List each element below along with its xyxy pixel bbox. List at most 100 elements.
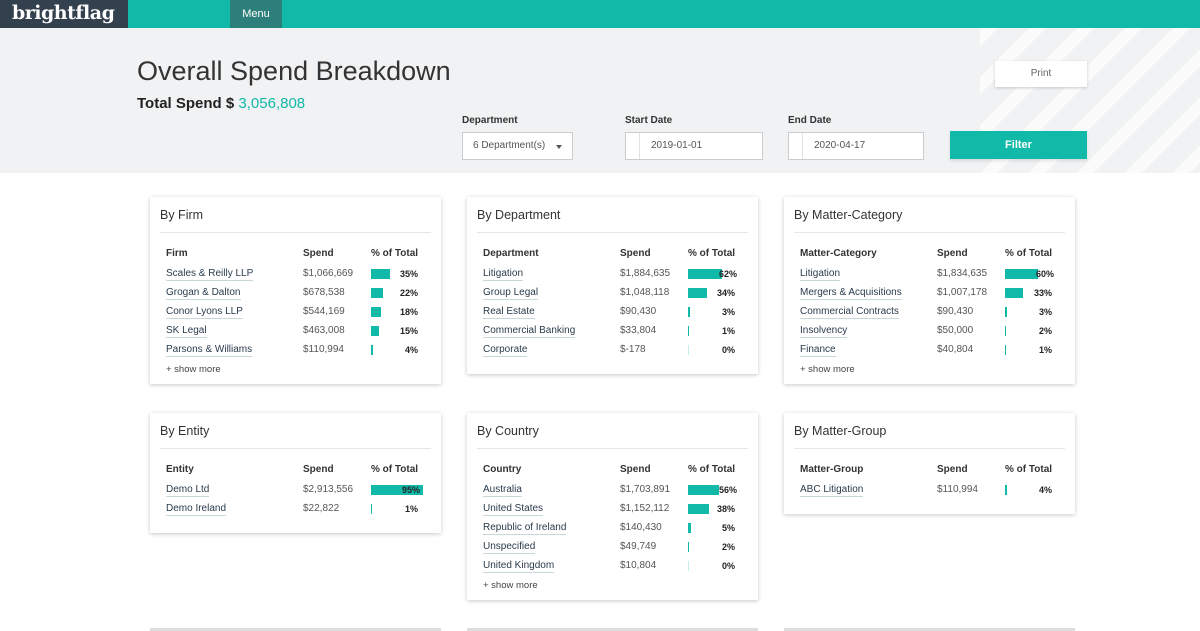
row-percent: 2% bbox=[1038, 326, 1052, 336]
table-header: Firm Spend % of Total bbox=[150, 244, 441, 266]
row-name-link[interactable]: Conor Lyons LLP bbox=[166, 306, 243, 319]
share-bar bbox=[1005, 326, 1006, 336]
column-header-spend: Spend bbox=[620, 248, 651, 259]
row-spend: $1,048,118 bbox=[620, 287, 670, 298]
table-row: Insolvency $50,000 2% bbox=[784, 323, 1075, 342]
row-name-link[interactable]: Unspecified bbox=[483, 541, 536, 554]
department-select[interactable]: 6 Department(s) bbox=[462, 132, 573, 160]
row-name-link[interactable]: Mergers & Acquisitions bbox=[800, 287, 902, 300]
row-name-link[interactable]: Australia bbox=[483, 484, 522, 497]
row-spend: $49,749 bbox=[620, 541, 657, 552]
row-percent: 15% bbox=[399, 326, 418, 336]
share-bar bbox=[371, 307, 381, 317]
table-row: Grogan & Dalton $678,538 22% bbox=[150, 285, 441, 304]
breakdown-card: By Firm Firm Spend % of Total Scales & R… bbox=[150, 197, 441, 384]
row-name-link[interactable]: Corporate bbox=[483, 344, 528, 357]
card-title: By Country bbox=[477, 413, 748, 449]
calendar-icon[interactable] bbox=[626, 133, 640, 159]
card-title: By Entity bbox=[160, 413, 431, 449]
row-name-link[interactable]: Demo Ireland bbox=[166, 503, 227, 516]
row-name-link[interactable]: Commercial Banking bbox=[483, 325, 576, 338]
breakdown-card: By Entity Entity Spend % of Total Demo L… bbox=[150, 413, 441, 533]
table-row: Group Legal $1,048,118 34% bbox=[467, 285, 758, 304]
start-date-input[interactable]: 2019-01-01 bbox=[625, 132, 763, 160]
menu-button[interactable]: Menu bbox=[230, 0, 282, 28]
share-bar bbox=[1005, 288, 1023, 298]
share-bar bbox=[688, 561, 689, 571]
row-percent: 4% bbox=[1038, 485, 1052, 495]
row-spend: $1,066,669 bbox=[303, 268, 354, 279]
row-percent: 2% bbox=[721, 542, 735, 552]
breakdown-card: By Department Department Spend % of Tota… bbox=[467, 197, 758, 374]
row-spend: $110,994 bbox=[937, 484, 978, 495]
filter-button[interactable]: Filter bbox=[950, 131, 1087, 159]
table-row: Unspecified $49,749 2% bbox=[467, 539, 758, 558]
print-button[interactable]: Print bbox=[995, 61, 1087, 87]
share-bar bbox=[371, 326, 379, 336]
column-header-percent: % of Total bbox=[688, 464, 736, 475]
show-more-link[interactable]: + show more bbox=[800, 364, 855, 375]
card-padding bbox=[467, 361, 758, 374]
column-header-name: Matter-Category bbox=[800, 248, 877, 259]
table-header: Matter-Category Spend % of Total bbox=[784, 244, 1075, 266]
row-percent: 0% bbox=[721, 345, 735, 355]
row-spend: $463,008 bbox=[303, 325, 345, 336]
row-spend: $1,834,635 bbox=[937, 268, 988, 279]
row-name-link[interactable]: Grogan & Dalton bbox=[166, 287, 241, 300]
share-bar bbox=[371, 288, 383, 298]
show-more-link[interactable]: + show more bbox=[483, 580, 538, 591]
next-card-edge bbox=[784, 628, 1075, 631]
table-row: Parsons & Williams $110,994 4% bbox=[150, 342, 441, 361]
row-spend: $40,804 bbox=[937, 344, 974, 355]
column-header-spend: Spend bbox=[303, 464, 334, 475]
card-padding bbox=[784, 501, 1075, 514]
row-percent: 34% bbox=[716, 288, 735, 298]
row-spend: $544,169 bbox=[303, 306, 345, 317]
share-bar bbox=[688, 542, 689, 552]
department-label: Department bbox=[462, 115, 518, 126]
row-name-link[interactable]: ABC Litigation bbox=[800, 484, 864, 497]
row-name-link[interactable]: SK Legal bbox=[166, 325, 207, 338]
column-header-name: Firm bbox=[166, 248, 188, 259]
row-percent: 3% bbox=[1038, 307, 1052, 317]
share-bar bbox=[688, 345, 689, 355]
top-navigation-bar: brightflag Menu bbox=[0, 0, 1200, 28]
breakdown-card: By Matter-Category Matter-Category Spend… bbox=[784, 197, 1075, 384]
row-percent: 5% bbox=[721, 523, 735, 533]
logo-container[interactable]: brightflag bbox=[0, 0, 128, 28]
row-name-link[interactable]: Republic of Ireland bbox=[483, 522, 567, 535]
row-name-link[interactable]: Finance bbox=[800, 344, 836, 357]
share-bar bbox=[688, 288, 707, 298]
row-name-link[interactable]: Litigation bbox=[483, 268, 524, 281]
row-name-link[interactable]: Parsons & Williams bbox=[166, 344, 253, 357]
card-title: By Firm bbox=[160, 197, 431, 233]
breakdown-card: By Matter-Group Matter-Group Spend % of … bbox=[784, 413, 1075, 514]
row-name-link[interactable]: United Kingdom bbox=[483, 560, 555, 573]
calendar-icon[interactable] bbox=[789, 133, 803, 159]
show-more-link[interactable]: + show more bbox=[166, 364, 221, 375]
column-header-name: Entity bbox=[166, 464, 194, 475]
share-bar bbox=[1005, 485, 1007, 495]
row-percent: 1% bbox=[721, 326, 735, 336]
row-name-link[interactable]: Group Legal bbox=[483, 287, 539, 300]
row-spend: $110,994 bbox=[303, 344, 344, 355]
row-spend: $1,007,178 bbox=[937, 287, 988, 298]
row-percent: 22% bbox=[399, 288, 418, 298]
row-name-link[interactable]: Scales & Reilly LLP bbox=[166, 268, 254, 281]
row-name-link[interactable]: Commercial Contracts bbox=[800, 306, 899, 319]
table-row: Demo Ireland $22,822 1% bbox=[150, 501, 441, 520]
column-header-percent: % of Total bbox=[688, 248, 736, 259]
start-date-label: Start Date bbox=[625, 115, 673, 126]
row-name-link[interactable]: Litigation bbox=[800, 268, 841, 281]
total-spend: Total Spend $ 3,056,808 bbox=[137, 95, 305, 112]
row-name-link[interactable]: Real Estate bbox=[483, 306, 535, 319]
row-name-link[interactable]: United States bbox=[483, 503, 544, 516]
row-name-link[interactable]: Demo Ltd bbox=[166, 484, 210, 497]
row-name-link[interactable]: Insolvency bbox=[800, 325, 848, 338]
row-percent: 95% bbox=[401, 485, 420, 495]
card-padding bbox=[784, 379, 1075, 384]
table-row: ABC Litigation $110,994 4% bbox=[784, 482, 1075, 501]
table-row: Conor Lyons LLP $544,169 18% bbox=[150, 304, 441, 323]
brightflag-logo[interactable]: brightflag bbox=[12, 2, 115, 24]
end-date-input[interactable]: 2020-04-17 bbox=[788, 132, 924, 160]
